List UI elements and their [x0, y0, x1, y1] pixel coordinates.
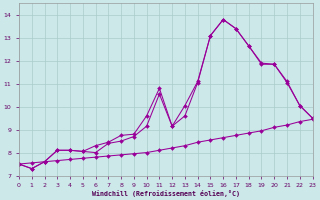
X-axis label: Windchill (Refroidissement éolien,°C): Windchill (Refroidissement éolien,°C)	[92, 190, 240, 197]
